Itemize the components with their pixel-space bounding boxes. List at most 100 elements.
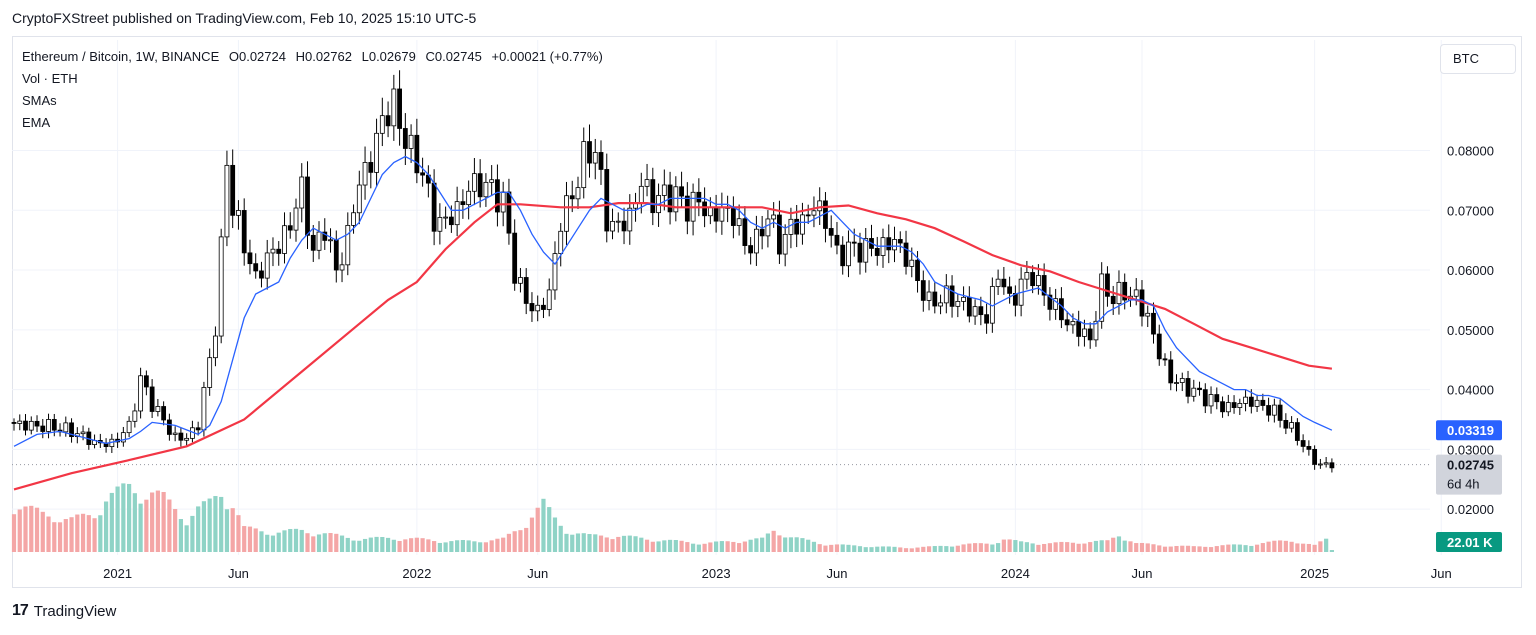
candle-body [253,263,259,272]
volume-bar [1082,543,1087,552]
candle-body [684,195,690,222]
legend-high: H0.02762 [295,49,352,64]
volume-bar [955,545,960,552]
volume-bar [978,543,983,552]
volume-bar [639,537,644,552]
candle-body [345,224,351,266]
volume-bar [80,513,86,552]
volume-bar [178,519,183,552]
candle-body [1248,396,1254,407]
candle-body [1087,328,1093,341]
volume-tag-text: 22.01 K [1447,535,1493,550]
volume-bar [351,540,356,552]
chart-frame[interactable] [12,36,1522,588]
x-tick-label: 2024 [1001,566,1030,581]
candle-body [840,244,846,267]
candle-body [1266,405,1271,416]
volume-bar [869,547,874,552]
candle-body [1283,420,1289,429]
candle-body [978,306,984,316]
volume-bar [1024,542,1029,552]
candle-body [915,259,920,281]
volume-bar [426,539,431,552]
footer-brand[interactable]: 17 TradingView [12,602,116,620]
volume-bar [213,496,218,552]
y-tick-label: 0.06000 [1447,263,1494,278]
volume-bar [190,515,195,552]
candle-body [276,248,282,254]
candle-body [1035,275,1041,287]
volume-bar [834,544,840,552]
candle-body [138,375,144,412]
volume-bar [535,507,540,552]
volume-bar [587,534,592,552]
volume-bar [201,501,207,552]
candle-body [817,200,823,212]
price-labels: 0.03319 0.02745 6d 4h 22.01 K [1436,420,1502,552]
volume-bar [616,536,621,552]
candle-body [264,252,270,279]
candle-body [610,220,615,232]
candle-body [1168,359,1174,384]
volume-bar [437,542,442,552]
candle-body [1306,446,1312,450]
volume-bar [173,509,178,552]
volume-bar [921,546,926,552]
volume-bar [86,515,91,552]
legend-close: C0.02745 [425,49,482,64]
volume-bar [161,492,166,552]
currency-scale-button[interactable]: BTC [1440,44,1516,74]
volume-bar [696,544,701,552]
candle-body [598,152,604,170]
volume-bar [374,536,379,552]
tradingview-brand: TradingView [33,602,117,620]
volume-bar [46,516,51,552]
last-price-text: 0.02745 [1447,458,1494,473]
candle-body [546,289,552,310]
candle-body [702,201,707,217]
candle-body [420,172,426,176]
candle-body [293,207,299,231]
volume-bar [1329,550,1334,552]
candle-body [368,162,374,173]
x-tick-label: 2025 [1300,566,1329,581]
volume-bar [432,541,437,552]
candle-body [1151,312,1156,335]
candle-body [1105,273,1110,297]
y-tick-label: 0.07000 [1447,203,1494,218]
volume-bar [144,499,149,552]
volume-bar [673,540,678,552]
ema-line [13,155,1333,447]
candle-body [333,239,339,271]
volume-bar [1168,546,1173,552]
volume-bar [1093,540,1099,552]
legend-indicator-ema[interactable]: EMA [22,115,51,130]
y-tick-label: 0.03000 [1447,442,1494,457]
candle-body [46,419,51,432]
volume-bar [184,525,189,552]
candle-body [270,248,276,254]
candle-body [17,420,23,424]
legend-indicator-smas[interactable]: SMAs [22,93,57,108]
candle-body [938,302,943,307]
volume-bar [829,544,834,552]
candle-body [621,220,627,232]
x-tick-label: Jun [1131,566,1152,581]
candle-body [149,386,155,412]
volume-bar [57,522,63,552]
volume-bar [1030,543,1035,552]
candle-body [483,181,489,198]
volume-bar [1254,544,1260,552]
candle-body [213,335,218,359]
candle-body [828,228,834,236]
volume-bar [138,503,143,552]
candle-body [1254,399,1260,407]
volume-bar [737,543,742,552]
candle-body [719,206,725,222]
volume-bar [984,543,989,552]
volume-bar [1272,540,1277,552]
legend-indicator-volume[interactable]: Vol · ETH [22,71,78,86]
volume-bar [224,509,230,552]
candle-body [178,432,184,441]
